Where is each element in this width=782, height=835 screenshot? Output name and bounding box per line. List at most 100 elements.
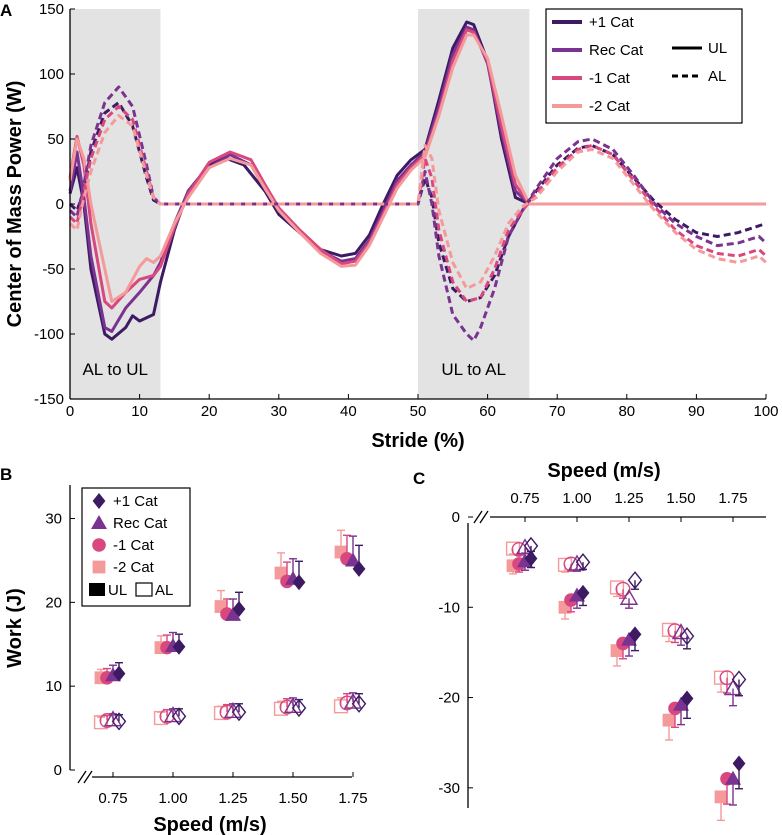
data-point bbox=[575, 553, 591, 572]
legend-label: +1 Cat bbox=[113, 493, 158, 510]
panel-label: A bbox=[0, 1, 12, 20]
x-tick-label: 60 bbox=[479, 403, 496, 420]
data-point bbox=[661, 622, 677, 637]
x-tick-label: 50 bbox=[410, 403, 427, 420]
x-tick-label: 100 bbox=[753, 403, 778, 420]
data-point bbox=[609, 580, 625, 595]
legend-fill-label: AL bbox=[155, 582, 173, 599]
data-point bbox=[667, 623, 683, 639]
legend-label: +1 Cat bbox=[589, 14, 634, 31]
series-line bbox=[68, 114, 768, 290]
data-point bbox=[567, 554, 587, 571]
y-tick-label: 150 bbox=[39, 1, 64, 18]
data-point bbox=[219, 704, 235, 720]
legend-label: -1 Cat bbox=[589, 70, 631, 87]
data-point bbox=[111, 712, 127, 731]
data-point bbox=[112, 665, 126, 682]
data-point bbox=[731, 670, 747, 689]
data-point bbox=[524, 550, 538, 567]
data-point bbox=[576, 584, 590, 601]
axis-break bbox=[83, 770, 93, 784]
legend-marker bbox=[92, 538, 106, 552]
y-tick-label: 0 bbox=[452, 509, 460, 526]
data-point bbox=[232, 601, 246, 618]
data-point bbox=[171, 707, 187, 726]
y-tick-label: -150 bbox=[34, 391, 64, 408]
x-tick-label: 10 bbox=[131, 403, 148, 420]
x-tick-label: 70 bbox=[549, 403, 566, 420]
data-point bbox=[627, 571, 643, 590]
legend-style-label: UL bbox=[708, 40, 727, 57]
data-point bbox=[225, 606, 241, 621]
shaded-region-label: UL to AL bbox=[441, 360, 506, 379]
data-point bbox=[351, 694, 367, 713]
data-point bbox=[352, 560, 366, 577]
data-point bbox=[291, 698, 307, 718]
panel-b: 0.75 1.00 1.25 1.50 1.75 0 10 20 30 B Speed (m/s) W… bbox=[0, 465, 368, 835]
panel-label: C bbox=[413, 469, 425, 488]
x-tick-label: 0 bbox=[66, 403, 74, 420]
data-point bbox=[223, 701, 243, 719]
data-point bbox=[231, 703, 247, 722]
y-axis-label: Work (J) bbox=[4, 588, 26, 668]
y-tick-label: 0 bbox=[56, 196, 64, 213]
x-tick-label: 1.75 bbox=[338, 790, 367, 807]
legend-marker bbox=[91, 515, 107, 529]
data-point bbox=[621, 631, 637, 646]
x-tick-label: 0.75 bbox=[98, 790, 127, 807]
axis-break bbox=[479, 510, 489, 524]
x-tick-label: 80 bbox=[618, 403, 635, 420]
x-tick-label: 1.00 bbox=[562, 490, 591, 507]
axis-break bbox=[77, 770, 87, 784]
data-point bbox=[159, 708, 175, 724]
series-line bbox=[68, 85, 768, 342]
x-tick-label: 20 bbox=[201, 403, 218, 420]
x-tick-label: 1.75 bbox=[718, 490, 747, 507]
y-tick-label: -100 bbox=[34, 326, 64, 343]
data-point bbox=[172, 638, 186, 655]
data-point bbox=[714, 790, 728, 804]
x-tick-label: 1.50 bbox=[278, 790, 307, 807]
data-point bbox=[103, 710, 123, 727]
data-point bbox=[511, 542, 527, 558]
legend-label: -2 Cat bbox=[113, 559, 155, 576]
shaded-region-label: AL to UL bbox=[82, 360, 148, 379]
data-point bbox=[732, 755, 746, 772]
legend-open-key bbox=[135, 582, 153, 597]
series-line bbox=[68, 28, 766, 310]
x-axis-label: Speed (m/s) bbox=[547, 460, 660, 482]
x-tick-label: 1.25 bbox=[614, 490, 643, 507]
legend-label: -2 Cat bbox=[589, 98, 631, 115]
y-tick-label: 30 bbox=[45, 511, 62, 528]
y-tick-label: -20 bbox=[438, 690, 460, 707]
legend: +1 Cat Rec Cat -1 Cat -2 Cat UL AL bbox=[81, 487, 191, 607]
data-point bbox=[163, 706, 183, 723]
y-tick-label: -10 bbox=[438, 599, 460, 616]
data-point bbox=[343, 692, 363, 709]
legend-style-label: AL bbox=[708, 68, 726, 85]
y-tick-label: 100 bbox=[39, 66, 64, 83]
legend-label: Rec Cat bbox=[589, 42, 644, 59]
data-point bbox=[345, 552, 361, 567]
data-point bbox=[662, 713, 676, 727]
x-axis-label: Stride (%) bbox=[371, 430, 464, 452]
data-point bbox=[723, 679, 743, 696]
legend-marker bbox=[92, 493, 106, 509]
y-tick-label: 20 bbox=[45, 594, 62, 611]
legend: +1 Cat Rec Cat -1 Cat -2 Cat UL AL bbox=[545, 8, 743, 124]
data-point bbox=[292, 574, 306, 591]
panel-c: 0.75 1.00 1.25 1.50 1.75 0 -10 -20 -30 C Speed (m/… bbox=[413, 460, 766, 822]
panel-a: AL to UL UL to AL 0 10 20 30 40 50 60 70 80 90 100 -1… bbox=[0, 1, 779, 452]
axis-break bbox=[473, 510, 483, 524]
y-tick-label: 10 bbox=[45, 678, 62, 695]
data-point bbox=[283, 696, 303, 713]
legend-label: Rec Cat bbox=[113, 515, 168, 532]
data-point bbox=[615, 581, 631, 597]
y-tick-label: -50 bbox=[42, 261, 64, 278]
y-tick-label: -30 bbox=[438, 780, 460, 797]
data-point bbox=[628, 626, 642, 643]
legend-label: -1 Cat bbox=[113, 537, 155, 554]
data-point bbox=[679, 627, 695, 646]
x-tick-label: 30 bbox=[270, 403, 287, 420]
